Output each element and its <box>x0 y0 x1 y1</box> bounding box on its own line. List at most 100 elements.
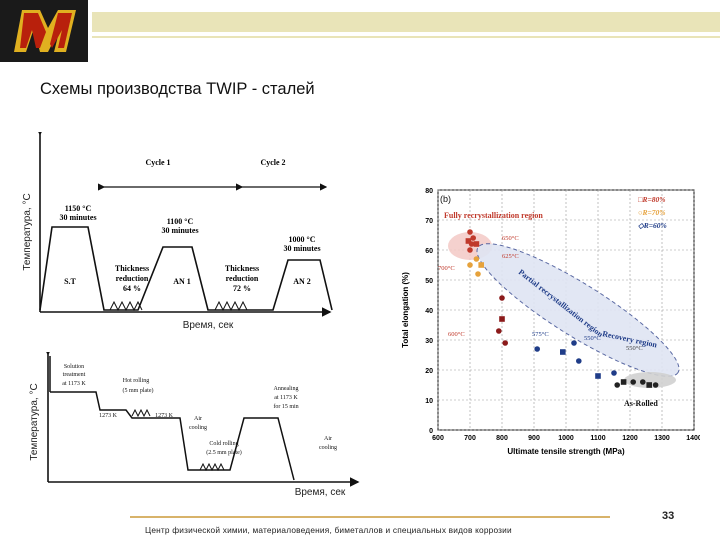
air-cooling2-line1: Air <box>324 436 332 442</box>
data-point <box>560 349 566 355</box>
data-point <box>499 295 505 301</box>
page-number: 33 <box>662 510 675 522</box>
data-point <box>468 241 475 247</box>
air-cooling1-line1: Air <box>194 416 202 422</box>
air-cooling1-line2: cooling <box>189 425 207 431</box>
diagram2-x-label: Время, сек <box>295 487 346 498</box>
diagram1-x-label: Время, сек <box>183 320 234 331</box>
header-bar <box>92 12 720 32</box>
elongation-vs-strength-chart: 600 700 800 900 1000 1100 1200 1300 1400 0 10 20 30 4… <box>398 178 702 460</box>
legend-item: ○R=70% <box>638 208 666 217</box>
x-tick-label: 1000 <box>558 435 574 442</box>
data-point <box>620 379 627 385</box>
data-point <box>652 382 659 388</box>
as-rolled-region <box>624 372 676 388</box>
diagram2-y-label: Температура, °С <box>29 383 40 460</box>
solution-line2: treatment <box>63 372 86 378</box>
an1-label: AN 1 <box>173 277 191 286</box>
temp-label: 575°C <box>532 331 549 338</box>
temperature-profile-line <box>39 226 333 311</box>
slide-title: Схемы производства TWIP - сталей <box>40 80 315 98</box>
reduction1-line2: reduction <box>116 274 149 283</box>
x-tick-label: 1300 <box>654 435 670 442</box>
data-point <box>595 373 601 379</box>
cycle1-label: Cycle 1 <box>145 158 170 167</box>
legend-item: ◇R=60% <box>638 221 667 230</box>
region-label-as-rolled: As-Rolled <box>624 399 658 408</box>
an1-temp: 1100 °C <box>167 217 194 226</box>
an1-time: 30 minutes <box>161 226 198 235</box>
data-point <box>576 358 582 364</box>
region-label-fully: Fully recrystallization region <box>444 211 543 220</box>
annealing-line1: Annealing <box>274 386 299 392</box>
y-tick-label: 40 <box>425 308 433 315</box>
data-point <box>470 235 476 241</box>
cycle2-label: Cycle 2 <box>260 158 285 167</box>
temp-label: 700°C <box>438 265 455 272</box>
y-tick-label: 10 <box>425 398 433 405</box>
diagram2-axes <box>43 346 360 487</box>
cold-rolling-line2: (2.5 mm plate) <box>206 449 242 456</box>
y-tick-label: 50 <box>425 278 433 285</box>
data-point <box>475 271 481 277</box>
chart-y-label: Total elongation (%) <box>401 272 410 348</box>
air-cooling2-line2: cooling <box>319 445 337 451</box>
heat-treatment-diagram-2: Температура, °С Время, сек Solution trea… <box>28 346 363 502</box>
annealing-line2: at 1173 K <box>274 395 298 401</box>
an2-time: 30 minutes <box>283 244 320 253</box>
hot-rolling-wave <box>131 408 151 418</box>
partial-recrystallization-region <box>476 243 680 377</box>
st-time: 30 minutes <box>59 213 96 222</box>
data-point <box>614 382 620 388</box>
data-point <box>502 340 508 346</box>
data-point <box>478 262 484 268</box>
data-point <box>534 346 540 352</box>
diagram1-axes <box>35 126 332 317</box>
y-tick-label: 20 <box>425 368 433 375</box>
footer-line <box>130 516 610 518</box>
x-tick-label: 600 <box>432 435 444 442</box>
diagram1-y-label: Температура, °С <box>22 193 33 270</box>
temp-label: 600°C <box>448 331 465 338</box>
data-point <box>473 241 480 247</box>
data-point <box>611 370 617 376</box>
cold-rolling-wave <box>199 462 225 472</box>
panel-label: (b) <box>440 194 451 204</box>
an2-label: AN 2 <box>293 277 311 286</box>
rolling-wave <box>214 300 248 312</box>
solution-line1: Solution <box>64 364 84 370</box>
st-label: S.T <box>64 277 76 286</box>
temp-1273-b: 1273 K <box>155 413 174 419</box>
y-tick-label: 80 <box>425 188 433 195</box>
data-point <box>467 247 473 253</box>
st-temp: 1150 °C <box>65 204 92 213</box>
temp-label: 625°C <box>502 253 519 260</box>
data-point <box>630 379 636 385</box>
y-tick-label: 60 <box>425 248 433 255</box>
hot-rolling-line1: Hot rolling <box>123 378 150 384</box>
header-bar-line <box>92 36 720 38</box>
data-point <box>571 340 577 346</box>
data-point <box>467 262 473 268</box>
x-tick-label: 800 <box>496 435 508 442</box>
x-tick-label: 900 <box>528 435 540 442</box>
temp-label: 650°C <box>502 235 519 242</box>
temp-1273-a: 1273 K <box>99 413 118 419</box>
data-point <box>499 316 505 322</box>
reduction2-line3: 72 % <box>233 284 251 293</box>
process-profile-line <box>50 391 295 481</box>
annealing-line3: for 15 min <box>273 403 298 410</box>
heat-treatment-diagram-1: Температура, °С Время, сек Cycle 1 Cycle… <box>20 126 340 347</box>
temp-label: 550°C <box>626 345 643 352</box>
logo-mark-icon <box>0 0 88 62</box>
reduction2-line1: Thickness <box>225 264 259 273</box>
reduction1-line1: Thickness <box>115 264 149 273</box>
rolling-wave <box>109 300 143 312</box>
reduction1-line3: 64 % <box>123 284 141 293</box>
an2-temp: 1000 °C <box>289 235 316 244</box>
data-point <box>465 238 472 244</box>
y-tick-label: 70 <box>425 218 433 225</box>
data-point <box>640 379 646 385</box>
cold-rolling-line1: Cold rolling <box>209 441 238 447</box>
logo <box>0 0 88 62</box>
